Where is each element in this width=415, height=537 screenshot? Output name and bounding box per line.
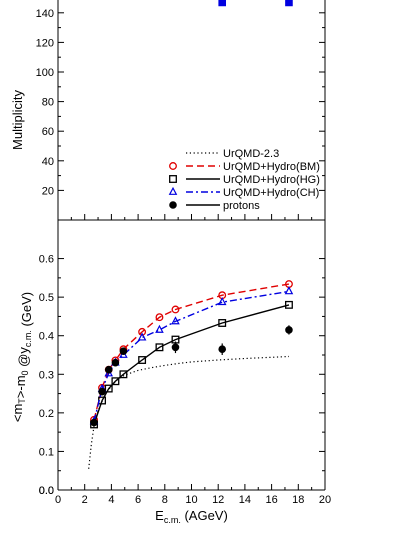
y-tick-label: 140 [36,8,54,20]
data-point [137,332,147,341]
data-point [119,347,128,355]
x-axis-label: Ec.m. (AGeV) [155,508,228,525]
x-tick-label: 18 [292,494,304,506]
y-tick-label: 0.6 [39,254,54,266]
y-tick-label: 0.4 [39,331,54,343]
x-axis-label-part: (AGeV) [181,508,228,523]
data-point [138,327,147,336]
series-line [93,283,290,420]
data-point [218,0,227,7]
x-tick-label: 12 [212,494,224,506]
data-point [171,305,180,314]
legend-entry: UrQMD+Hydro(HG) [169,174,320,186]
y-axis-label: <mT>-m0 @yc.m. (GeV) [10,292,34,422]
legend-entry: protons [169,200,260,212]
data-point [285,300,293,309]
data-point [111,358,120,367]
data-point [155,324,164,333]
series-urqmd-hydro-hg- [218,0,293,7]
panels: 20406080100120140MultiplicityUrQMD-2.3Ur… [10,0,331,525]
legend-label: UrQMD+Hydro(HG) [223,174,320,186]
y-axis-label: Multiplicity [10,90,25,150]
legend-marker [168,186,178,195]
y-tick-label: 0.2 [39,408,54,420]
y-tick-label: 60 [42,126,54,138]
data-point [98,387,106,396]
series-line [93,304,290,425]
x-tick-label: 4 [108,494,114,506]
chart-panel-top: 20406080100120140MultiplicityUrQMD-2.3Ur… [10,0,326,221]
y-axis-label-part: >-m [13,375,28,398]
data-point [119,370,128,379]
data-point [284,286,294,295]
legend-label: UrQMD-2.3 [223,148,279,160]
x-tick-label: 16 [265,494,277,506]
data-point [218,345,227,354]
x-axis-label-part: c.m. [164,515,181,525]
y-tick-label: 80 [42,97,54,109]
data-point [138,356,147,364]
data-point [155,313,164,322]
legend-label: UrQMD+Hydro(CH) [223,187,319,199]
data-point [285,0,293,7]
y-tick-label: 0.0 [39,485,54,497]
x-tick-label: 14 [239,494,251,506]
legend-entry: UrQMD-2.3 [186,148,279,160]
x-axis-label-part: E [155,508,164,523]
x-tick-label: 0 [55,494,61,506]
y-axis-label-part: c.m. [23,330,33,347]
legend-entry: UrQMD+Hydro(CH) [168,186,319,199]
data-point [155,343,164,352]
data-point [171,316,180,325]
y-axis-label-part: (GeV) [19,292,34,330]
y-tick-label: 0.1 [39,446,54,458]
y-axis-label-part: 0 [20,370,30,375]
legend-label: UrQMD+Hydro(BM) [223,161,320,173]
data-point [104,384,113,393]
legend-label: protons [223,200,260,212]
legend-marker [169,175,177,183]
y-axis-label-part: T [17,398,27,404]
y-tick-label: 0.5 [39,292,54,304]
series-line [88,355,290,469]
data-point [171,343,180,352]
series-urqmd-hydro-ch- [89,286,294,425]
y-axis-label-part: @y [16,347,31,371]
legend-marker [169,201,177,209]
y-tick-label: 40 [42,156,54,168]
y-tick-label: 0.0 [39,485,54,497]
x-tick-label: 6 [135,494,141,506]
legend-entry: UrQMD+Hydro(BM) [169,161,320,173]
data-point [285,326,293,334]
legend: UrQMD-2.3UrQMD+Hydro(BM)UrQMD+Hydro(HG)U… [168,148,320,212]
y-tick-label: 100 [36,67,54,79]
series-urqmd-hydro-hg- [90,300,293,429]
data-point [90,418,98,427]
series-urqmd-2-3 [88,355,290,469]
data-point [217,296,227,306]
y-tick-label: 20 [42,185,54,197]
data-point [104,365,113,374]
x-tick-label: 2 [82,494,88,506]
x-tick-label: 10 [185,494,197,506]
y-tick-label: 0.3 [39,369,54,381]
series-line [93,290,290,422]
y-tick-label: 120 [36,37,54,49]
x-tick-label: 8 [162,494,168,506]
legend-marker [169,162,177,170]
y-axis-label-part: <m [10,404,25,422]
chart-panel-bottom: 0.00.10.20.30.40.50.60.00 2 4 6 8 10 12 14 16 18 2… [10,220,331,525]
data-point [111,377,120,386]
x-tick-label: 20 [319,494,331,506]
data-point [218,319,227,327]
series-protons [90,325,293,427]
